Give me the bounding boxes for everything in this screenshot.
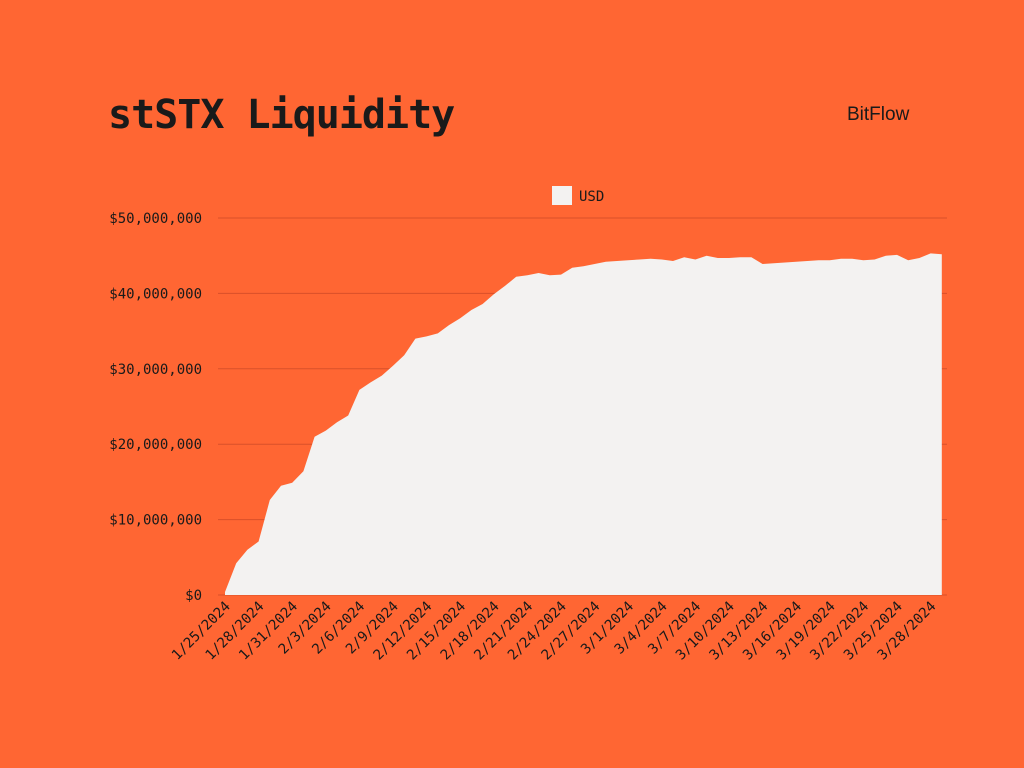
chart-title: stSTX Liquidity — [108, 92, 455, 138]
legend-swatch — [552, 186, 572, 205]
y-tick-label: $40,000,000 — [109, 286, 202, 302]
y-tick-label: $10,000,000 — [109, 513, 202, 529]
y-tick-label: $50,000,000 — [109, 211, 202, 227]
y-tick-label: $0 — [185, 588, 202, 604]
y-axis: $0 $10,000,000 $20,000,000 $30,000,000 $40,0… — [109, 211, 202, 604]
legend-label: USD — [579, 189, 604, 205]
brand-label: BitFlow — [847, 104, 910, 125]
usd-area-series — [225, 253, 942, 595]
x-axis: 1/25/20241/28/20241/31/20242/3/20242/6/2… — [169, 599, 940, 664]
y-tick-label: $20,000,000 — [109, 437, 202, 453]
y-tick-label: $30,000,000 — [109, 362, 202, 378]
